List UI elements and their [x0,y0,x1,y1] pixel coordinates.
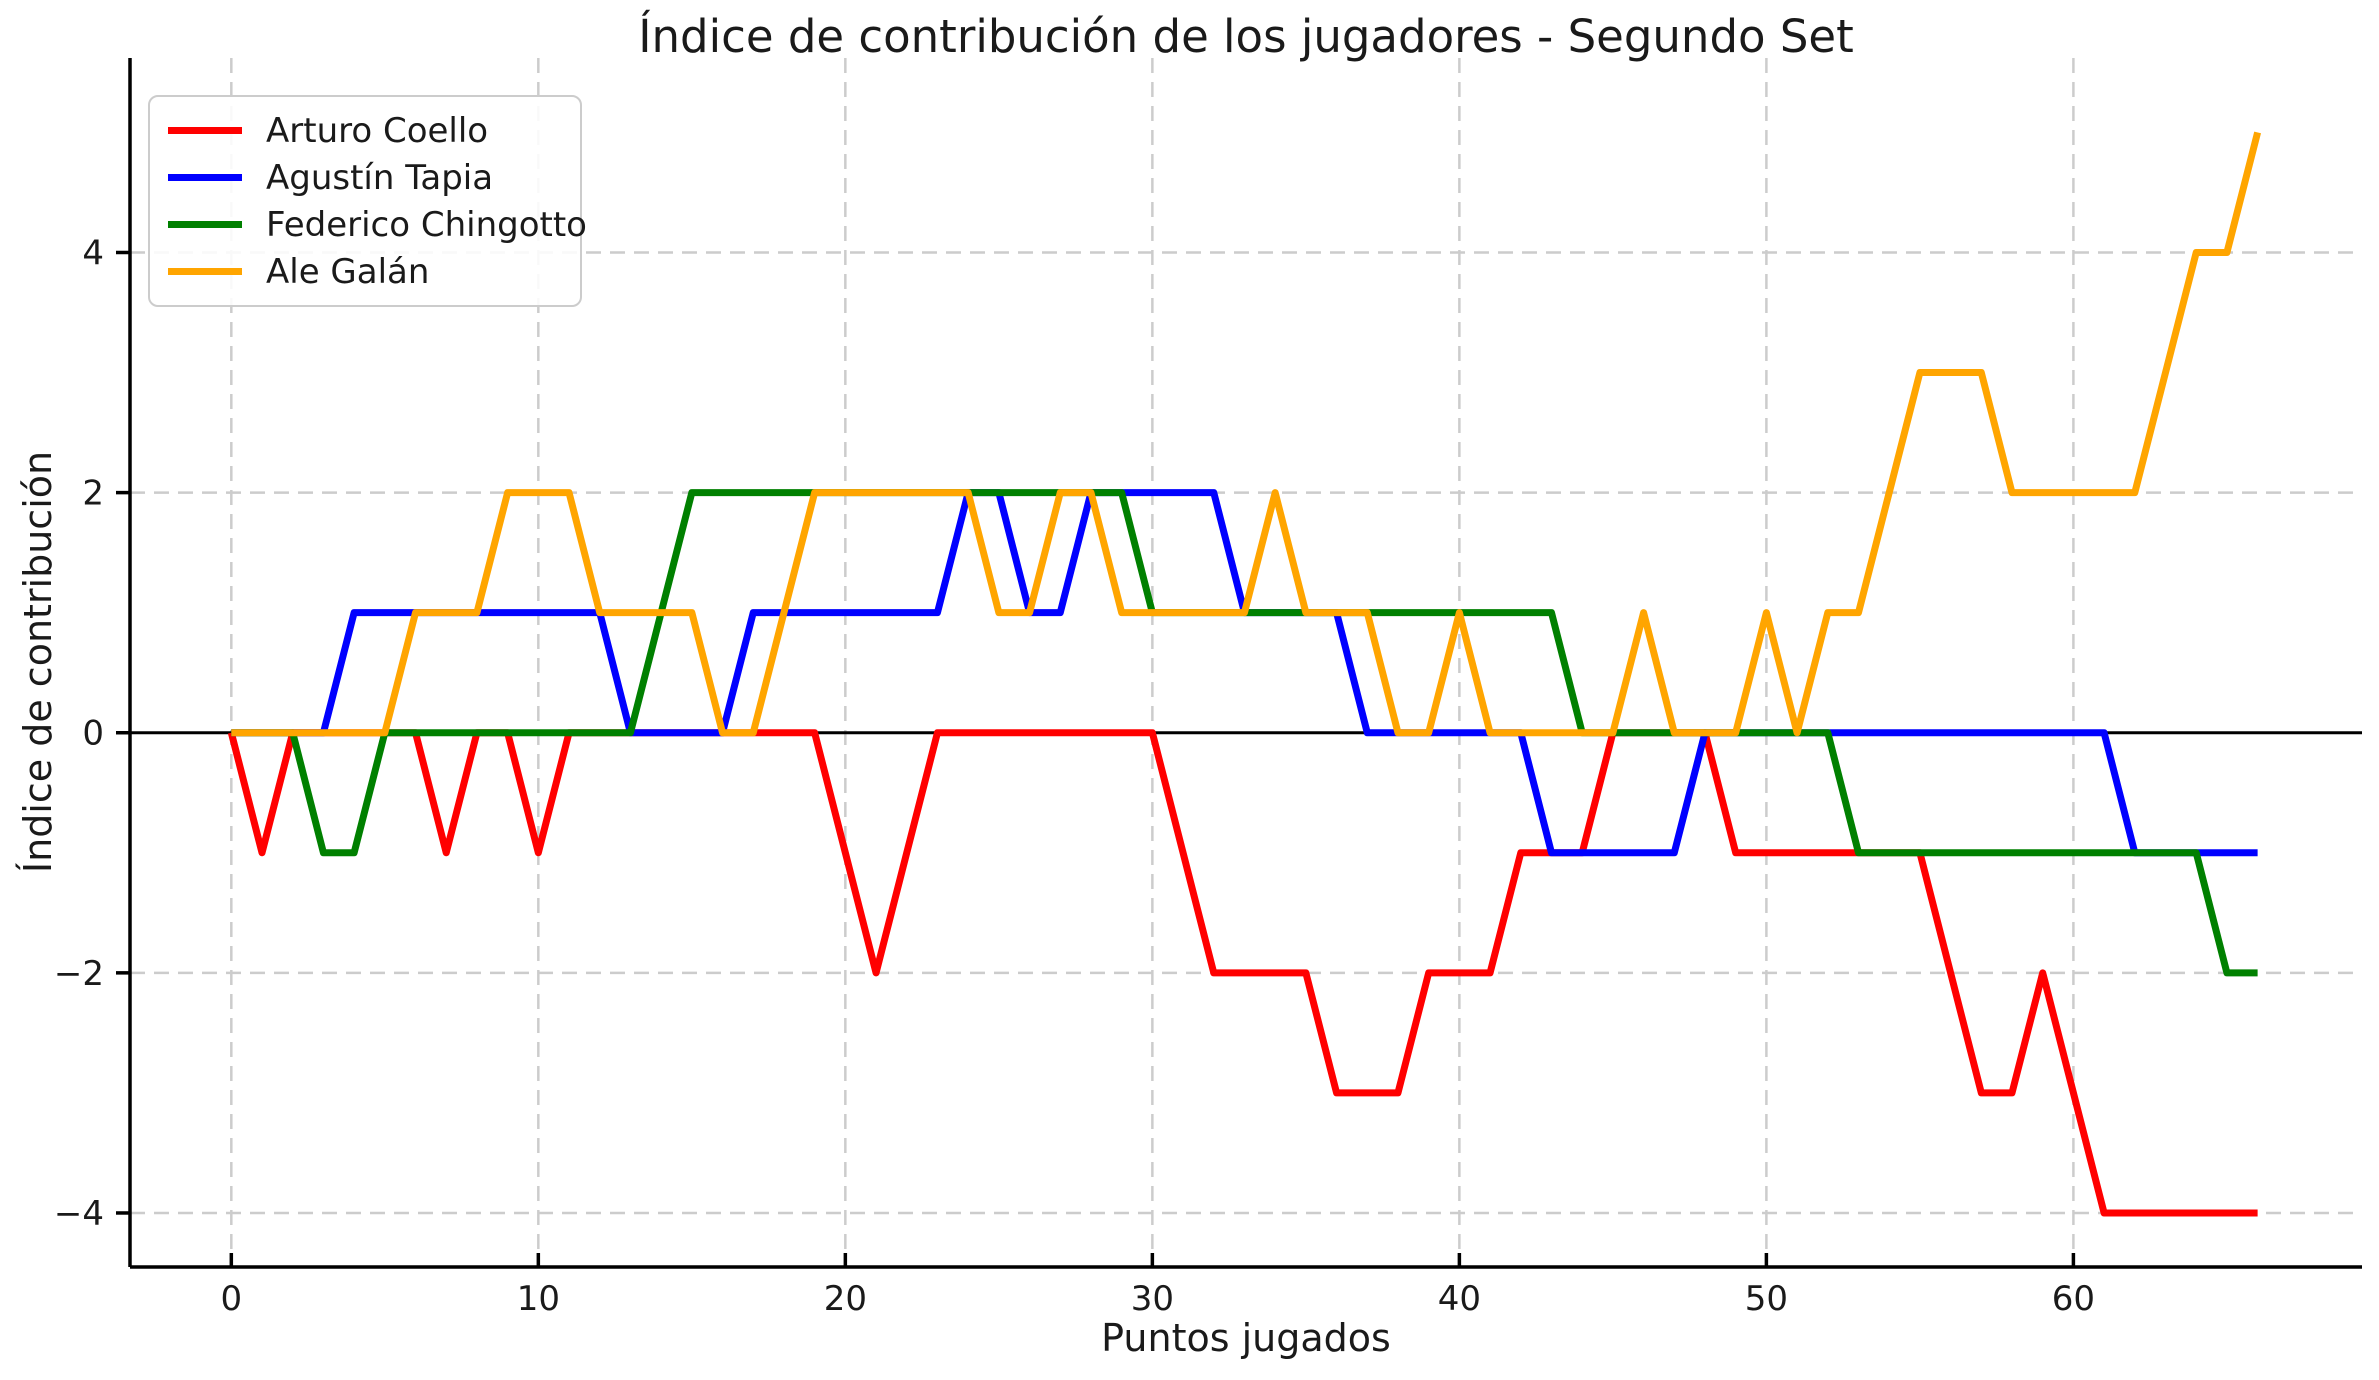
x-tick-label: 30 [1131,1279,1174,1319]
legend-line-swatch [168,127,242,134]
axes-layer [116,58,2362,1269]
legend-line-swatch [168,221,242,228]
legend-label: Ale Galán [266,251,430,292]
x-tick-label: 10 [517,1279,560,1319]
x-tick-label: 20 [824,1279,867,1319]
series-line-ale-galán [231,131,2262,737]
series-layer [227,131,2262,1217]
legend-line-swatch [168,174,242,181]
series-line-arturo-coello [227,729,2258,1217]
y-tick-label: 4 [82,233,104,273]
y-tick-label: −2 [54,954,104,994]
legend-row: Federico Chingotto [168,203,587,247]
legend-row: Ale Galán [168,250,580,294]
x-tick-label: 60 [2052,1279,2095,1319]
legend-line-swatch [168,268,242,275]
plot-title: Índice de contribución de los jugadores … [638,10,1854,63]
y-tick-label: −4 [54,1194,104,1234]
y-axis-label: Índice de contribución [16,450,60,874]
legend-row: Arturo Coello [168,109,580,153]
legend-row: Agustín Tapia [168,156,580,200]
legend-label: Arturo Coello [266,110,489,151]
legend: Arturo Coello Agustín Tapia Federico Chi… [148,95,587,307]
legend-label: Federico Chingotto [266,204,587,245]
y-tick-label: 2 [82,474,104,514]
x-tick-label: 40 [1438,1279,1481,1319]
series-line-agustín-tapia [231,489,2258,857]
legend-label: Agustín Tapia [266,157,494,198]
tick-label-layer: 0 10 20 30 40 50 60 −4 −2 0 2 4 [54,233,2095,1318]
y-tick-label: 0 [82,714,104,754]
x-axis-label: Puntos jugados [1101,1316,1391,1360]
x-tick-label: 0 [220,1279,242,1319]
x-tick-label: 50 [1745,1279,1788,1319]
